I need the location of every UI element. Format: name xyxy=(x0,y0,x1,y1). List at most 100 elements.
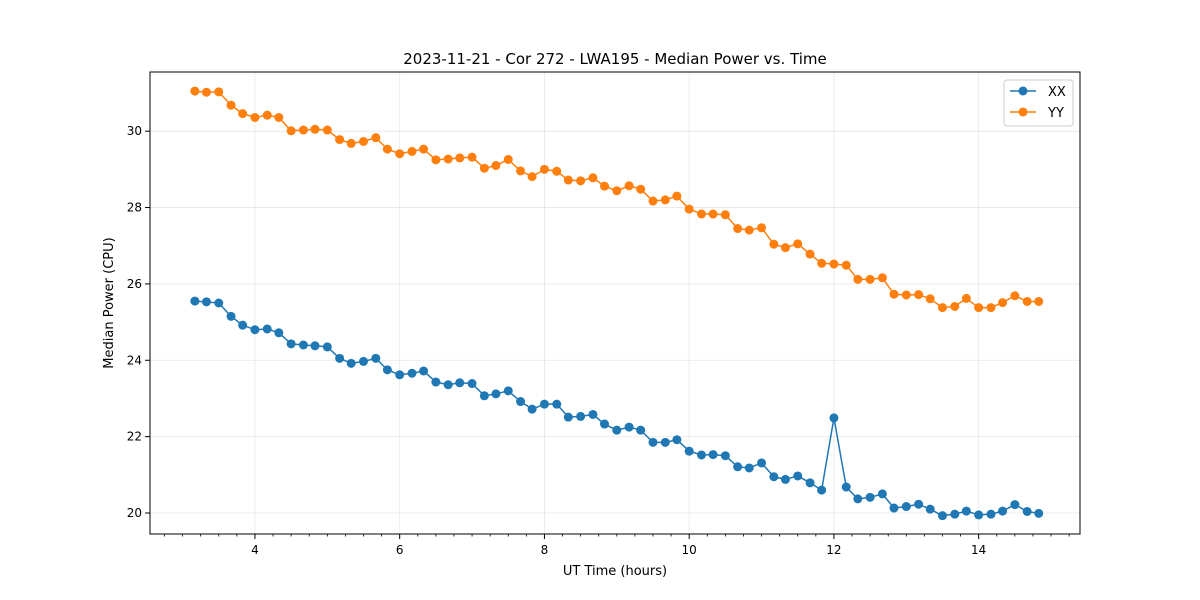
data-point-xx xyxy=(805,478,815,488)
data-point-xx xyxy=(841,482,851,492)
data-point-yy xyxy=(250,112,260,122)
data-point-xx xyxy=(1010,500,1020,510)
data-point-yy xyxy=(853,274,863,284)
data-point-xx xyxy=(696,450,706,460)
data-point-yy xyxy=(793,239,803,249)
data-point-xx xyxy=(395,370,405,380)
data-point-xx xyxy=(335,353,345,363)
data-point-xx xyxy=(877,489,887,499)
data-point-xx xyxy=(684,446,694,456)
data-point-xx xyxy=(431,377,441,387)
data-point-xx xyxy=(901,502,911,512)
data-point-yy xyxy=(660,195,670,205)
data-point-xx xyxy=(853,494,863,504)
data-point-yy xyxy=(744,225,754,235)
data-point-xx xyxy=(588,409,598,419)
data-point-yy xyxy=(310,124,320,134)
data-point-yy xyxy=(335,135,345,145)
data-point-xx xyxy=(624,422,634,432)
data-point-yy xyxy=(636,184,646,194)
data-point-xx xyxy=(262,324,272,334)
data-point-yy xyxy=(201,87,211,97)
data-point-yy xyxy=(322,125,332,135)
data-point-xx xyxy=(708,450,718,460)
grid-lines xyxy=(150,72,1080,534)
y-tick-label: 30 xyxy=(127,124,142,138)
data-point-xx xyxy=(310,341,320,351)
data-point-yy xyxy=(431,155,441,165)
data-point-xx xyxy=(998,506,1008,516)
data-point-yy xyxy=(1034,296,1044,306)
data-point-xx xyxy=(889,503,899,513)
data-point-xx xyxy=(238,320,248,330)
y-tick-label: 28 xyxy=(127,201,142,215)
x-tick-label: 12 xyxy=(826,543,841,557)
data-point-yy xyxy=(829,259,839,269)
data-point-yy xyxy=(262,110,272,120)
data-point-yy xyxy=(937,303,947,313)
data-point-xx xyxy=(467,379,477,389)
legend-marker-yy xyxy=(1018,107,1028,117)
data-point-yy xyxy=(298,125,308,135)
data-point-yy xyxy=(648,196,658,206)
y-tick-label: 26 xyxy=(127,277,142,291)
data-point-yy xyxy=(612,186,622,196)
data-point-xx xyxy=(443,380,453,390)
plot-frame xyxy=(149,71,1081,535)
data-point-yy xyxy=(865,274,875,284)
data-point-yy xyxy=(226,100,236,110)
chart-title: 2023-11-21 - Cor 272 - LWA195 - Median P… xyxy=(403,50,827,68)
data-point-yy xyxy=(696,209,706,219)
data-point-yy xyxy=(914,290,924,300)
data-point-yy xyxy=(491,161,501,171)
data-point-yy xyxy=(672,191,682,201)
data-point-yy xyxy=(901,290,911,300)
data-point-xx xyxy=(925,504,935,514)
data-point-yy xyxy=(588,173,598,183)
data-point-yy xyxy=(479,163,489,173)
legend: XX YY xyxy=(1003,79,1074,127)
data-point-xx xyxy=(817,485,827,495)
data-point-yy xyxy=(359,136,368,146)
data-point-xx xyxy=(1034,508,1044,518)
data-point-xx xyxy=(636,425,646,435)
data-point-yy xyxy=(214,87,224,97)
data-point-yy xyxy=(974,303,984,313)
data-point-yy xyxy=(624,181,634,191)
data-point-xx xyxy=(382,365,392,375)
series-layer xyxy=(190,86,1044,521)
data-point-yy xyxy=(371,133,381,143)
data-point-yy xyxy=(527,172,537,182)
data-point-xx xyxy=(371,353,381,363)
data-point-xx xyxy=(974,510,984,520)
data-point-yy xyxy=(1010,291,1020,301)
legend-label-yy: YY xyxy=(1047,106,1064,121)
data-point-yy xyxy=(769,239,779,249)
data-point-xx xyxy=(539,399,549,409)
data-point-yy xyxy=(286,126,296,136)
data-point-yy xyxy=(419,144,429,154)
data-point-xx xyxy=(346,358,356,368)
data-point-yy xyxy=(346,138,356,148)
data-point-yy xyxy=(817,258,827,268)
data-point-xx xyxy=(491,389,501,399)
data-point-yy xyxy=(684,204,694,214)
data-point-yy xyxy=(516,166,526,176)
data-point-xx xyxy=(190,296,200,306)
data-point-xx xyxy=(757,458,767,468)
x-tick-label: 4 xyxy=(251,543,259,557)
y-axis-label: Median Power (CPU) xyxy=(102,237,117,368)
data-point-xx xyxy=(600,419,610,429)
data-point-yy xyxy=(720,210,730,220)
data-point-yy xyxy=(925,294,935,304)
data-point-xx xyxy=(829,413,839,423)
data-point-yy xyxy=(563,175,573,185)
data-point-xx xyxy=(793,471,803,481)
data-point-xx xyxy=(865,492,875,502)
data-point-yy xyxy=(950,301,960,311)
data-point-xx xyxy=(201,297,211,307)
data-point-yy xyxy=(757,223,767,233)
data-point-xx xyxy=(226,311,236,321)
data-point-xx xyxy=(503,386,513,396)
data-point-yy xyxy=(600,181,610,191)
